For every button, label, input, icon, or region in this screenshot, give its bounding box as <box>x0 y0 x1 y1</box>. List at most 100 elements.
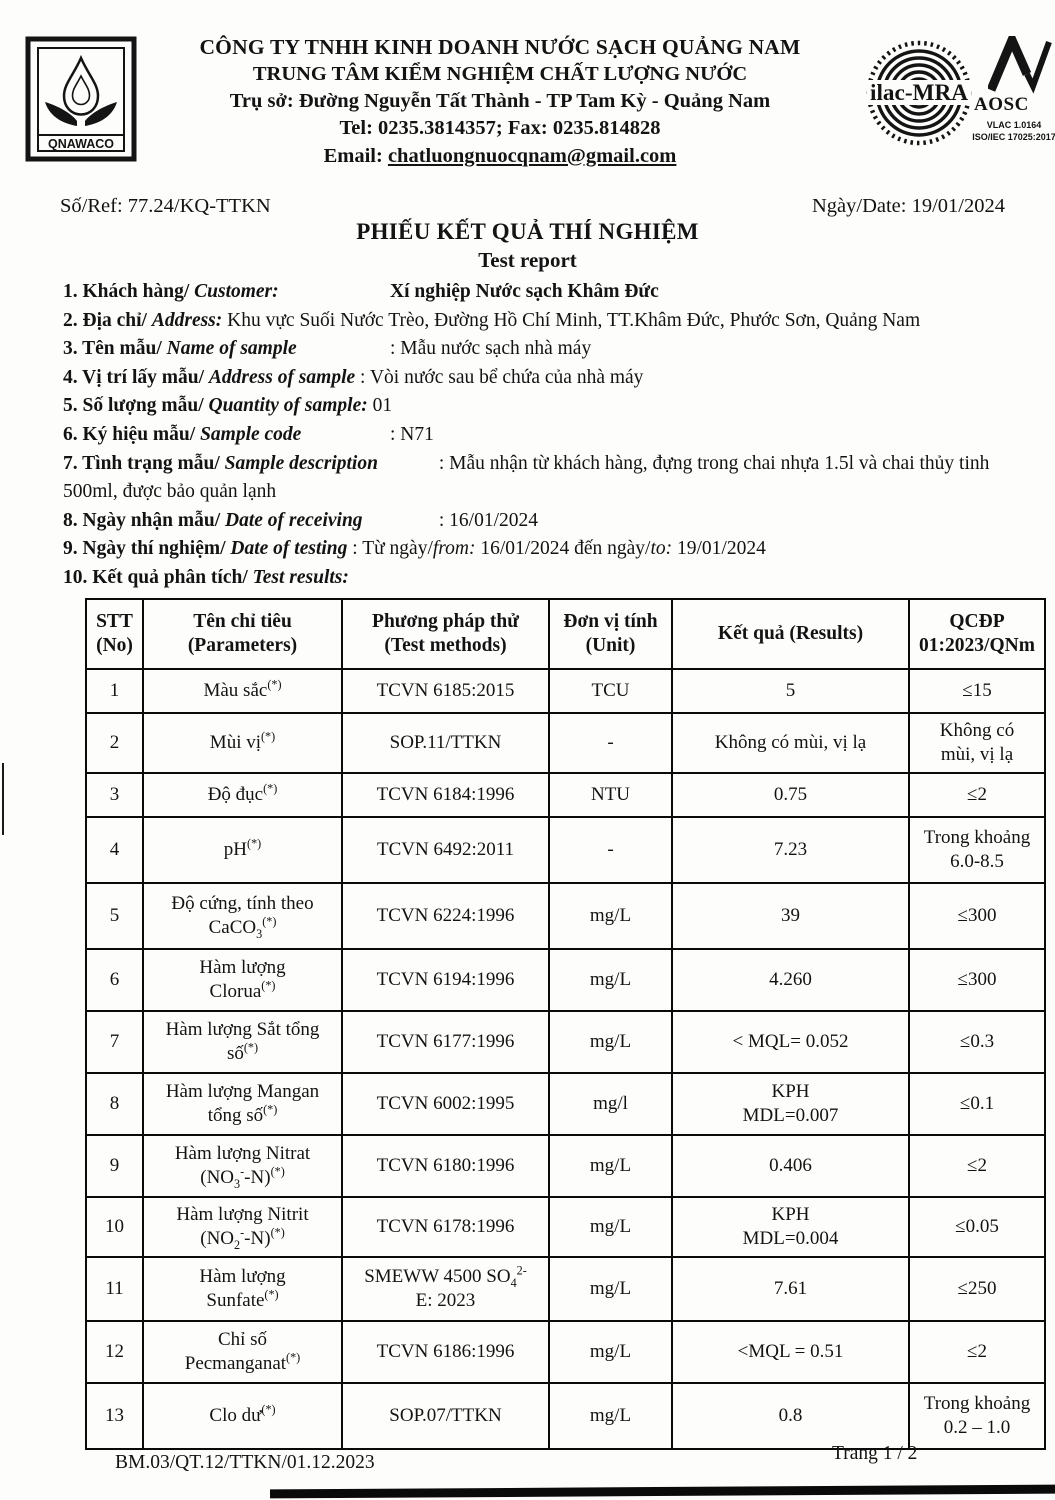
cell-no: 11 <box>85 1256 144 1322</box>
cell-result: < MQL= 0.052 <box>671 1010 910 1074</box>
cell-result: <MQL = 0.51 <box>671 1320 910 1384</box>
cell-limit: Trong khoảng 0.2 – 1.0 <box>908 1382 1046 1450</box>
info-label-1: 1. Khách hàng/ Customer: <box>63 281 279 302</box>
cell-unit: mg/L <box>548 1196 673 1258</box>
qnawaco-logo: QNAWACO <box>25 36 137 162</box>
cell-unit: mg/l <box>548 1072 673 1136</box>
cell-method: TCVN 6492:2011 <box>341 816 550 884</box>
cell-result: KPH MDL=0.004 <box>671 1196 910 1258</box>
cell-limit: ≤0.1 <box>908 1072 1046 1136</box>
cell-result: 0.75 <box>671 772 910 818</box>
cell-result: 4.260 <box>671 948 910 1012</box>
cell-result: 5 <box>671 668 910 714</box>
col-header-4: Đơn vị tính (Unit) <box>548 598 673 670</box>
email-label: Email: <box>323 144 383 167</box>
aosc-label: AOSC <box>974 94 1029 115</box>
table-row: 10 Hàm lượng Nitrit (NO2--N)(*) TCVN 6178:1… <box>85 1196 1046 1258</box>
table-row: 12 Chỉ số Pecmanganat(*) TCVN 6186:1996 mg/L… <box>85 1320 1046 1384</box>
cell-unit: - <box>548 712 673 774</box>
report-subtitle: Test report <box>478 248 577 272</box>
cell-unit: mg/L <box>548 1382 673 1450</box>
cell-result: Không có mùi, vị lạ <box>671 712 910 774</box>
aosc-logo: AOSC VLAC 1.0164 ISO/IEC 17025:2017 <box>972 36 1055 148</box>
cell-parameter: Màu sắc(*) <box>142 668 343 714</box>
cell-parameter: Hàm lượng Mangan tổng số(*) <box>142 1072 343 1136</box>
cell-parameter: Độ đục(*) <box>142 772 343 818</box>
cell-no: 13 <box>85 1382 144 1450</box>
table-row: 11 Hàm lượng Sunfate(*) SMEWW 4500 SO42- E: … <box>85 1256 1046 1322</box>
cell-parameter: Hàm lượng Sunfate(*) <box>142 1256 343 1322</box>
email-address: chatluongnuocqnam@gmail.com <box>387 144 677 167</box>
ilac-mra-logo: ilac-MRA <box>866 40 972 146</box>
cell-no: 9 <box>85 1134 144 1198</box>
cell-no: 3 <box>85 772 144 818</box>
info-label-3: 3. Tên mẫu/ Name of sample <box>63 338 297 360</box>
cell-unit: mg/L <box>548 882 673 950</box>
info-label-4: 4. Vị trí lấy mẫu/ Address of sample <box>63 366 356 388</box>
cell-parameter: Hàm lượng Nitrit (NO2--N)(*) <box>142 1196 343 1258</box>
results-table: STT (No) Tên chỉ tiêu (Parameters) Phương ph… <box>85 598 1046 1450</box>
cell-no: 6 <box>85 948 144 1012</box>
cell-limit: Không có mùi, vị lạ <box>908 712 1046 774</box>
results-table-wrap: STT (No) Tên chỉ tiêu (Parameters) Phương ph… <box>85 598 1046 1450</box>
info-item-9: 9. Ngày thí nghiệm/ Date of testing : Từ… <box>63 535 1025 564</box>
info-label-7: 7. Tình trạng mẫu/ Sample description <box>63 452 378 474</box>
report-title: PHIẾU KẾT QUẢ THÍ NGHIỆM <box>356 219 699 244</box>
cell-no: 1 <box>85 668 144 714</box>
cell-method: SMEWW 4500 SO42- E: 2023 <box>341 1256 550 1322</box>
info-item-4: 4. Vị trí lấy mẫu/ Address of sample : V… <box>63 364 1025 393</box>
cell-parameter: Hàm lượng Sắt tổng số(*) <box>142 1010 343 1074</box>
aosc-iso-text: ISO/IEC 17025:2017 <box>972 132 1055 142</box>
cell-limit: Trong khoảng 6.0-8.5 <box>908 816 1046 884</box>
cell-result: 39 <box>671 882 910 950</box>
info-value-7: : Mẫu nhận từ khách hàng, đựng trong cha… <box>63 452 990 503</box>
cell-result: KPH MDL=0.007 <box>671 1072 910 1136</box>
cell-limit: ≤2 <box>908 1134 1046 1198</box>
info-label-10: 10. Kết quả phân tích/ Test results: <box>63 566 349 588</box>
cell-parameter: Độ cứng, tính theo CaCO3(*) <box>142 882 343 950</box>
address-line: Trụ sở: Đường Nguyễn Tất Thành - TP Tam … <box>229 90 771 113</box>
info-item-1: 1. Khách hàng/ Customer: Xí nghiệp Nước s… <box>63 278 1025 307</box>
letterhead: CÔNG TY TNHH KINH DOANH NƯỚC SẠCH QUẢNG … <box>140 33 860 170</box>
info-label-6: 6. Ký hiệu mẫu/ Sample code <box>63 423 302 445</box>
cell-limit: ≤0.05 <box>908 1196 1046 1258</box>
ilac-mra-icon: ilac-MRA <box>866 40 972 146</box>
cell-limit: ≤15 <box>908 668 1046 714</box>
table-row: 7 Hàm lượng Sắt tổng số(*) TCVN 6177:1996 mg… <box>85 1010 1046 1074</box>
table-row: 3 Độ đục(*) TCVN 6184:1996 NTU 0.75 ≤2 <box>85 772 1046 818</box>
aosc-mark-icon <box>988 36 1052 94</box>
cell-method: TCVN 6186:1996 <box>341 1320 550 1384</box>
cell-unit: mg/L <box>548 1010 673 1074</box>
cell-no: 4 <box>85 816 144 884</box>
col-header-5: Kết quả (Results) <box>671 598 910 670</box>
info-label-2: 2. Địa chỉ/ Address: <box>63 309 223 331</box>
info-value-9: : Từ ngày/from: 16/01/2024 đến ngày/to: … <box>347 538 766 560</box>
cell-method: TCVN 6194:1996 <box>341 948 550 1012</box>
cell-result: 0.8 <box>671 1382 910 1450</box>
cell-limit: ≤2 <box>908 772 1046 818</box>
cell-no: 10 <box>85 1196 144 1258</box>
info-value-1: Xí nghiệp Nước sạch Khâm Đức <box>390 281 659 302</box>
info-value-4: : Vòi nước sau bể chứa của nhà máy <box>355 366 644 388</box>
qnawaco-label: QNAWACO <box>48 137 114 151</box>
cell-limit: ≤300 <box>908 882 1046 950</box>
cell-unit: mg/L <box>548 948 673 1012</box>
aosc-vlac-text: VLAC 1.0164 <box>986 120 1042 130</box>
cell-result: 7.61 <box>671 1256 910 1322</box>
table-header-row: STT (No) Tên chỉ tiêu (Parameters) Phương ph… <box>85 598 1046 670</box>
cell-result: 0.406 <box>671 1134 910 1198</box>
col-header-2: Tên chỉ tiêu (Parameters) <box>142 598 343 670</box>
info-item-2: 2. Địa chỉ/ Address: Khu vực Suối Nước T… <box>63 307 1025 336</box>
cell-limit: ≤250 <box>908 1256 1046 1322</box>
qnawaco-stamp-icon: QNAWACO <box>25 36 137 162</box>
info-item-3: 3. Tên mẫu/ Name of sample: Mẫu nước sạc… <box>63 335 1025 364</box>
cell-limit: ≤2 <box>908 1320 1046 1384</box>
info-label-9: 9. Ngày thí nghiệm/ Date of testing <box>63 538 348 560</box>
cell-parameter: Mùi vị(*) <box>142 712 343 774</box>
table-row: 2 Mùi vị(*) SOP.11/TTKN - Không có mùi, vị l… <box>85 712 1046 774</box>
info-value-2: Khu vực Suối Nước Trèo, Đường Hồ Chí Min… <box>222 309 921 331</box>
cell-no: 2 <box>85 712 144 774</box>
cell-no: 8 <box>85 1072 144 1136</box>
cell-method: SOP.07/TTKN <box>341 1382 550 1450</box>
